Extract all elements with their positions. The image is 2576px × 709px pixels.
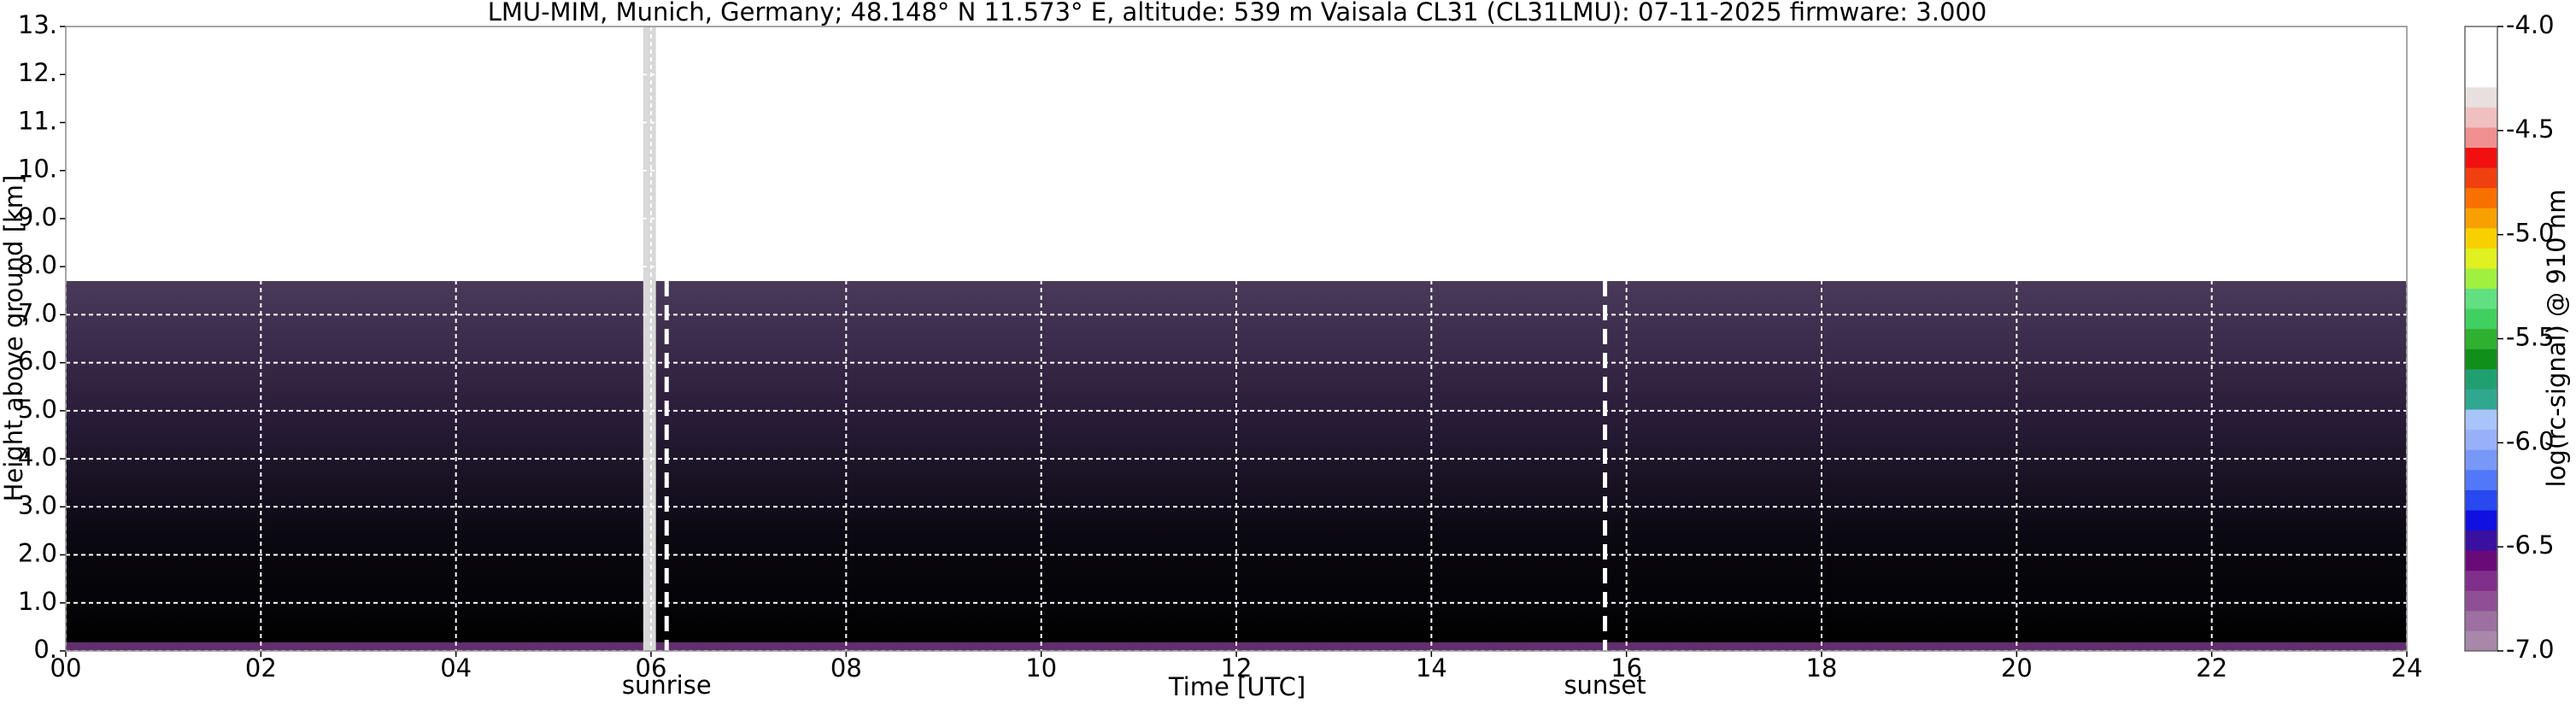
colorbar-segment (2465, 288, 2497, 309)
annotation-label: sunset (1564, 671, 1646, 700)
x-tick-label: 12 (1221, 653, 1253, 683)
colorbar-segment (2465, 46, 2497, 67)
colorbar-segment (2465, 248, 2497, 269)
colorbar-segment (2465, 126, 2497, 148)
y-axis-label: Height above ground [km] (0, 175, 28, 502)
colorbar-segment (2465, 86, 2497, 108)
y-tick-label: 7.0 (18, 298, 57, 327)
y-tick-label: 2.0 (18, 539, 57, 568)
colorbar-segment (2465, 67, 2497, 88)
y-tick-label: 3.0 (18, 490, 57, 519)
y-tick-label: 6.0 (18, 347, 57, 376)
colorbar-segment (2465, 530, 2497, 551)
colorbar-tick-label: -5.0 (2506, 219, 2555, 248)
colorbar-tick-label: -4.0 (2506, 10, 2555, 39)
colorbar-segment (2465, 227, 2497, 249)
y-tick-label: 12. (18, 58, 57, 87)
plot-frame (65, 26, 2408, 652)
colorbar-segment (2465, 610, 2497, 631)
colorbar-segment (2465, 489, 2497, 511)
x-tick-label: 24 (2391, 653, 2423, 683)
colorbar-segment (2465, 267, 2497, 290)
colorbar-label: log(rc-signal) @ 910 nm (2542, 190, 2571, 488)
colorbar-segment (2465, 26, 2497, 48)
colorbar-segment (2465, 449, 2497, 471)
colorbar-segment (2465, 349, 2497, 370)
colorbar-segment (2465, 550, 2497, 571)
colorbar-segment (2465, 167, 2497, 189)
colorbar-segment (2465, 630, 2497, 652)
x-tick-label: 18 (1806, 653, 1838, 683)
colorbar-segment (2465, 409, 2497, 431)
y-tick-label: 8.0 (18, 250, 57, 279)
colorbar-segment (2465, 509, 2497, 531)
y-tick-label: 10. (18, 155, 57, 184)
colorbar-segment (2465, 328, 2497, 349)
colorbar-tick-label: -4.5 (2506, 114, 2555, 144)
x-tick-label: 06 (636, 653, 667, 683)
colorbar-tick-label: -5.5 (2506, 323, 2555, 352)
colorbar-tick-label: -7.0 (2506, 635, 2555, 664)
y-tick-label: 0. (33, 635, 57, 664)
colorbar-segment (2465, 147, 2497, 168)
x-tick-label: 22 (2196, 653, 2227, 683)
surface-layer (66, 642, 2407, 651)
x-tick-label: 00 (50, 653, 82, 683)
x-tick-label: 08 (830, 653, 862, 683)
y-tick-label: 11. (18, 106, 57, 135)
x-tick-label: 02 (245, 653, 277, 683)
colorbar-segment (2465, 570, 2497, 591)
x-tick-label: 04 (440, 653, 472, 683)
y-tick-label: 4.0 (18, 442, 57, 472)
annotation-label: sunrise (622, 671, 712, 700)
colorbar-tick-label: -6.5 (2506, 530, 2555, 560)
x-tick-label: 10 (1025, 653, 1057, 683)
colorbar-segment (2465, 308, 2497, 330)
colorbar-tick-label: -6.0 (2506, 426, 2555, 455)
colorbar-segment (2465, 590, 2497, 612)
colorbar-segment (2465, 368, 2497, 390)
x-tick-label: 14 (1416, 653, 1447, 683)
x-axis-label: Time [UTC] (1168, 672, 1306, 701)
y-tick-label: 13. (18, 10, 57, 39)
data-gap (643, 26, 656, 651)
x-tick-label: 16 (1611, 653, 1642, 683)
chart-title: LMU-MIM, Munich, Germany; 48.148° N 11.5… (488, 0, 1987, 26)
colorbar-segment (2465, 107, 2497, 128)
colorbar-segment (2465, 187, 2497, 208)
x-tick-label: 20 (2001, 653, 2033, 683)
colorbar-segment (2465, 389, 2497, 410)
y-tick-label: 1.0 (18, 587, 57, 616)
y-tick-label: 9.0 (18, 202, 57, 231)
colorbar-segment (2465, 429, 2497, 450)
colorbar-segment (2465, 469, 2497, 490)
y-tick-label: 5.0 (18, 395, 57, 424)
colorbar-segment (2465, 208, 2497, 229)
